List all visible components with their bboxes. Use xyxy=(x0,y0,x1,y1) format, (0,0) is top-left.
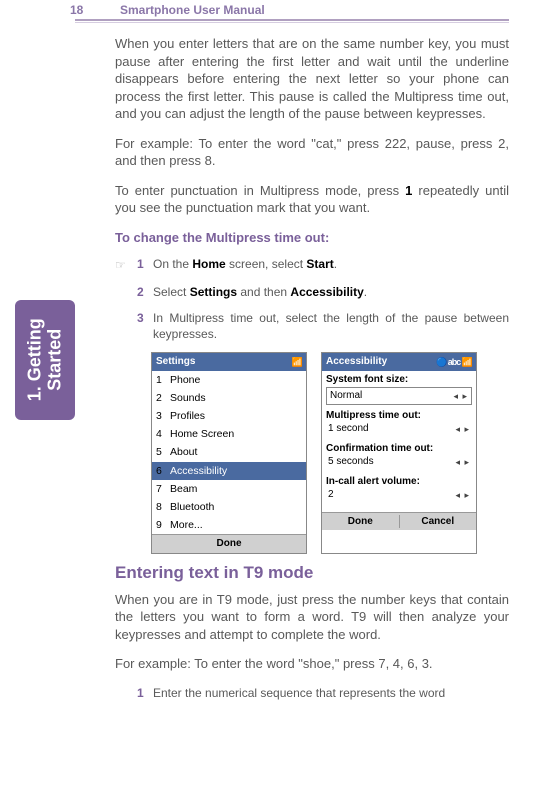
field-value[interactable]: 1 second ◂ ▸ xyxy=(326,422,472,438)
book-title: Smartphone User Manual xyxy=(120,3,265,17)
bold: Start xyxy=(306,257,333,271)
softkey-cancel[interactable]: Cancel xyxy=(400,515,477,529)
chevron-leftright-icon: ◂ ▸ xyxy=(455,456,470,468)
item-num: 8 xyxy=(156,500,170,514)
spacer xyxy=(115,310,137,342)
step-row: 1 Enter the numerical sequence that repr… xyxy=(115,685,509,701)
text: On the xyxy=(153,257,192,271)
body-paragraph: When you are in T9 mode, just press the … xyxy=(115,591,509,644)
screenshot-row: Settings 📶 1Phone 2Sounds 3Profiles 4Hom… xyxy=(151,352,509,554)
section-heading: Entering text in T9 mode xyxy=(115,562,509,585)
list-item[interactable]: 3Profiles xyxy=(152,407,306,425)
chapter-tab-label: 1. GettingStarted xyxy=(25,318,65,401)
text: . xyxy=(334,257,337,271)
field-value[interactable]: 2 ◂ ▸ xyxy=(326,488,472,504)
phone-title: Settings xyxy=(156,355,195,369)
input-mode-badge: abc xyxy=(448,357,461,367)
bold: Settings xyxy=(190,285,237,299)
item-num: 1 xyxy=(156,373,170,387)
list-item-selected[interactable]: 6Accessibility xyxy=(152,462,306,480)
field-value[interactable]: Normal ◂ ▸ xyxy=(326,387,472,405)
bold: Home xyxy=(192,257,225,271)
field-label: Multipress time out: xyxy=(322,407,476,423)
spacer xyxy=(115,685,137,701)
spacer xyxy=(115,284,137,300)
item-label: Profiles xyxy=(170,409,205,423)
list-item[interactable]: 9More... xyxy=(152,516,306,534)
chevron-leftright-icon: ◂ ▸ xyxy=(455,423,470,435)
text: Select xyxy=(153,285,190,299)
item-label: About xyxy=(170,445,197,459)
bold: Accessibility xyxy=(290,285,363,299)
body-paragraph: For example: To enter the word "shoe," p… xyxy=(115,655,509,673)
item-num: 9 xyxy=(156,518,170,532)
value-text: 2 xyxy=(328,488,334,502)
field-label: In-call alert volume: xyxy=(322,473,476,489)
hand-icon: ☞ xyxy=(115,256,137,273)
item-num: 6 xyxy=(156,464,170,478)
list-item[interactable]: 1Phone xyxy=(152,371,306,389)
item-label: Accessibility xyxy=(170,464,227,478)
sub-heading: To change the Multipress time out: xyxy=(115,229,509,247)
text: and then xyxy=(237,285,290,299)
phone-title: Accessibility xyxy=(326,355,387,369)
step-number: 2 xyxy=(137,284,153,300)
field-value[interactable]: 5 seconds ◂ ▸ xyxy=(326,455,472,471)
chevron-leftright-icon: ◂ ▸ xyxy=(455,489,470,501)
chevron-leftright-icon: ◂ ▸ xyxy=(453,390,468,402)
text: To enter punctuation in Multipress mode,… xyxy=(115,183,405,198)
step-row: 2 Select Settings and then Accessibility… xyxy=(115,284,509,300)
phone-titlebar: Settings 📶 xyxy=(152,353,306,371)
settings-list: 1Phone 2Sounds 3Profiles 4Home Screen 5A… xyxy=(152,371,306,535)
field-label: Confirmation time out: xyxy=(322,440,476,456)
list-item[interactable]: 4Home Screen xyxy=(152,425,306,443)
item-num: 3 xyxy=(156,409,170,423)
value-text: 1 second xyxy=(328,422,369,436)
value-text: 5 seconds xyxy=(328,455,374,469)
step-number: 1 xyxy=(137,685,153,701)
chapter-tab: 1. GettingStarted xyxy=(15,300,75,420)
text: screen, select xyxy=(226,257,307,271)
step-number: 1 xyxy=(137,256,153,273)
signal-icon: 📶 xyxy=(292,356,302,368)
body-paragraph: For example: To enter the word "cat," pr… xyxy=(115,135,509,170)
body-paragraph: When you enter letters that are on the s… xyxy=(115,35,509,123)
item-num: 7 xyxy=(156,482,170,496)
softkey-bar: Done Cancel xyxy=(322,512,476,531)
softkey-bar[interactable]: Done xyxy=(152,534,306,553)
page-number: 18 xyxy=(70,3,83,17)
header-rule-thin xyxy=(75,22,509,23)
list-item[interactable]: 2Sounds xyxy=(152,389,306,407)
item-label: Home Screen xyxy=(170,427,234,441)
item-num: 5 xyxy=(156,445,170,459)
list-item[interactable]: 5About xyxy=(152,443,306,461)
item-num: 4 xyxy=(156,427,170,441)
step-text: In Multipress time out, select the lengt… xyxy=(153,310,509,342)
value-text: Normal xyxy=(330,389,362,403)
item-label: Beam xyxy=(170,482,197,496)
step-text: On the Home screen, select Start. xyxy=(153,256,509,273)
phone-screenshot-settings: Settings 📶 1Phone 2Sounds 3Profiles 4Hom… xyxy=(151,352,307,554)
item-label: More... xyxy=(170,518,203,532)
body-paragraph: To enter punctuation in Multipress mode,… xyxy=(115,182,509,217)
list-item[interactable]: 7Beam xyxy=(152,480,306,498)
list-item[interactable]: 8Bluetooth xyxy=(152,498,306,516)
item-label: Phone xyxy=(170,373,200,387)
item-label: Sounds xyxy=(170,391,206,405)
field-label: System font size: xyxy=(322,371,476,387)
phone-titlebar: Accessibility 🔵 abc 📶 xyxy=(322,353,476,371)
status-icons: 🔵 abc 📶 xyxy=(436,356,472,368)
step-text: Select Settings and then Accessibility. xyxy=(153,284,509,300)
header-rule xyxy=(75,19,509,21)
softkey-done[interactable]: Done xyxy=(322,515,400,529)
step-number: 3 xyxy=(137,310,153,342)
step-row: ☞ 1 On the Home screen, select Start. xyxy=(115,256,509,273)
phone-screenshot-accessibility: Accessibility 🔵 abc 📶 System font size: … xyxy=(321,352,477,554)
step-row: 3 In Multipress time out, select the len… xyxy=(115,310,509,342)
item-label: Bluetooth xyxy=(170,500,214,514)
content-area: When you enter letters that are on the s… xyxy=(115,35,509,701)
step-text: Enter the numerical sequence that repres… xyxy=(153,685,509,701)
text: . xyxy=(364,285,367,299)
item-num: 2 xyxy=(156,391,170,405)
